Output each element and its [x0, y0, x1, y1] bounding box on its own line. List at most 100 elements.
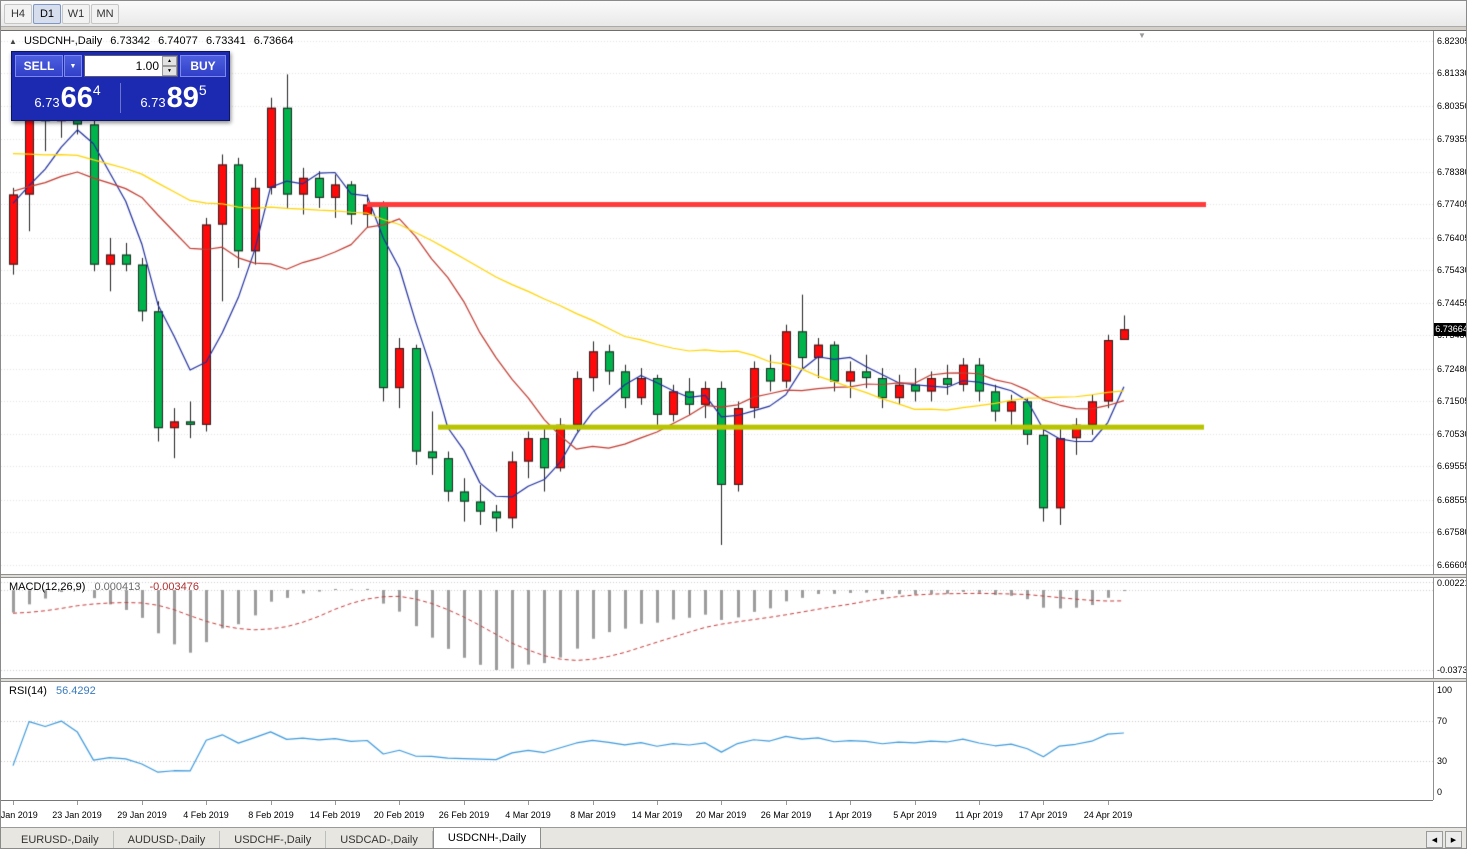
- date-axis-label: 5 Apr 2019: [893, 810, 937, 820]
- timeframe-button-h4[interactable]: H4: [4, 3, 32, 24]
- volume-input[interactable]: [84, 55, 178, 77]
- volume-field: ▲ ▼: [84, 55, 178, 77]
- price-axis-label: 6.67580: [1437, 527, 1467, 538]
- buy-price-display[interactable]: 6.73 89 5: [121, 83, 226, 113]
- buy-price-pips: 89: [166, 82, 199, 114]
- date-axis-label: 1 Apr 2019: [828, 810, 872, 820]
- rsi-indicator-canvas[interactable]: [1, 682, 1433, 800]
- price-axis-label: 6.79355: [1437, 134, 1467, 145]
- tab-eurusd-daily[interactable]: EURUSD-,Daily: [7, 831, 114, 848]
- date-tick: [979, 801, 980, 805]
- chart-tab-bar: EURUSD-,Daily AUDUSD-,Daily USDCHF-,Dail…: [1, 827, 1466, 848]
- macd-pane-splitter[interactable]: [1, 574, 1466, 578]
- date-axis-label: 17 Apr 2019: [1018, 810, 1068, 820]
- timeframe-button-mn[interactable]: MN: [91, 3, 119, 24]
- timeframe-button-w1[interactable]: W1: [62, 3, 90, 24]
- sell-price-prefix: 6.73: [34, 95, 60, 110]
- date-tick: [528, 801, 529, 805]
- volume-increase-button[interactable]: ▲: [162, 56, 177, 66]
- buy-button[interactable]: BUY: [180, 55, 226, 77]
- date-tick: [271, 801, 272, 805]
- macd-header: MACD(12,26,9) 0.000413 -0.003476: [9, 581, 199, 593]
- date-axis-label: 29 Jan 2019: [117, 810, 167, 820]
- price-axis-label: 6.78380: [1437, 166, 1467, 177]
- date-axis-label: 26 Mar 2019: [760, 810, 812, 820]
- sell-button[interactable]: SELL: [15, 55, 63, 77]
- date-tick: [399, 801, 400, 805]
- macd-indicator-canvas[interactable]: [1, 578, 1433, 678]
- date-axis-label: 11 Apr 2019: [955, 810, 1003, 820]
- date-tick: [850, 801, 851, 805]
- date-axis-label: 8 Mar 2019: [570, 810, 616, 820]
- timeframe-button-d1[interactable]: D1: [33, 3, 61, 24]
- macd-title: MACD(12,26,9): [9, 581, 86, 593]
- rsi-pane-splitter[interactable]: [1, 678, 1466, 682]
- date-axis-label: 24 Apr 2019: [1083, 810, 1133, 820]
- date-tick: [786, 801, 787, 805]
- price-axis-label: 6.75430: [1437, 265, 1467, 276]
- price-axis-label: 6.76405: [1437, 232, 1467, 243]
- chart-symbol-label: USDCNH-,Daily: [23, 35, 103, 47]
- rsi-header: RSI(14) 56.4292: [9, 685, 96, 697]
- price-divider: [120, 83, 121, 113]
- chart-shift-marker-icon[interactable]: ▼: [1138, 31, 1146, 40]
- date-tick: [335, 801, 336, 805]
- date-axis-label: 4 Mar 2019: [505, 810, 551, 820]
- price-axis-label: 6.69555: [1437, 461, 1467, 472]
- volume-decrease-button[interactable]: ▼: [162, 66, 177, 76]
- date-tick: [13, 801, 14, 805]
- tab-scroll-left-button[interactable]: ◀: [1426, 831, 1443, 848]
- price-axis-label: 6.74455: [1437, 297, 1467, 308]
- date-axis-label: 14 Feb 2019: [309, 810, 361, 820]
- tab-usdchf-daily[interactable]: USDCHF-,Daily: [220, 831, 327, 848]
- date-tick: [77, 801, 78, 805]
- volume-dropdown-button[interactable]: ▼: [64, 55, 82, 77]
- rsi-axis-label: 70: [1437, 715, 1448, 726]
- rsi-axis-label: 30: [1437, 756, 1448, 767]
- sell-price-display[interactable]: 6.73 66 4: [15, 83, 120, 113]
- tab-usdcnh-daily[interactable]: USDCNH-,Daily: [432, 827, 542, 848]
- price-axis-label: 6.70530: [1437, 428, 1467, 439]
- tab-audusd-daily[interactable]: AUDUSD-,Daily: [114, 831, 221, 848]
- date-tick: [593, 801, 594, 805]
- date-tick: [1108, 801, 1109, 805]
- chart-ohlc-header: ▲ USDCNH-,Daily 6.73342 6.74077 6.73341 …: [9, 35, 299, 47]
- ohlc-low-value: 6.73341: [205, 35, 246, 47]
- rsi-value: 56.4292: [55, 685, 96, 697]
- date-axis-label: 26 Feb 2019: [438, 810, 490, 820]
- date-axis-label: 20 Mar 2019: [695, 810, 747, 820]
- tab-usdcad-daily[interactable]: USDCAD-,Daily: [326, 831, 433, 848]
- date-axis[interactable]: 17 Jan 2019 23 Jan 2019 29 Jan 2019 4 Feb 2…: [1, 800, 1433, 827]
- window-frame-strip: [1, 27, 1466, 31]
- price-axis[interactable]: 6.82305 6.81330 6.80350 6.79355 6.78380 6.774…: [1433, 31, 1467, 800]
- date-tick: [142, 801, 143, 805]
- macd-axis-label: 0.002212: [1437, 578, 1466, 588]
- timeframe-toolbar: H4 D1 W1 MN: [1, 1, 1466, 27]
- rsi-axis-label: 0: [1437, 787, 1443, 797]
- price-axis-label: 6.80350: [1437, 101, 1467, 112]
- date-axis-label: 14 Mar 2019: [631, 810, 683, 820]
- sell-price-pips: 66: [60, 82, 93, 114]
- price-axis-label: 6.66605: [1437, 559, 1467, 570]
- rsi-axis-label: 100: [1437, 685, 1453, 695]
- date-tick: [657, 801, 658, 805]
- price-axis-label: 6.71505: [1437, 396, 1467, 407]
- current-price-badge: 6.73664: [1434, 323, 1467, 337]
- date-tick: [1043, 801, 1044, 805]
- date-axis-label: 20 Feb 2019: [373, 810, 425, 820]
- date-axis-label: 4 Feb 2019: [183, 810, 229, 820]
- price-axis-label: 6.81330: [1437, 68, 1467, 79]
- price-axis-label: 6.82305: [1437, 35, 1467, 46]
- date-tick: [915, 801, 916, 805]
- date-axis-label: 8 Feb 2019: [248, 810, 294, 820]
- date-tick: [206, 801, 207, 805]
- price-chart-canvas[interactable]: [1, 31, 1433, 574]
- ohlc-open-value: 6.73342: [110, 35, 151, 47]
- ohlc-high-value: 6.74077: [158, 35, 198, 47]
- collapse-triangle-icon: ▲: [9, 37, 17, 46]
- date-tick: [464, 801, 465, 805]
- sell-price-point: 4: [92, 82, 101, 98]
- tab-scroll-right-button[interactable]: ▶: [1445, 831, 1462, 848]
